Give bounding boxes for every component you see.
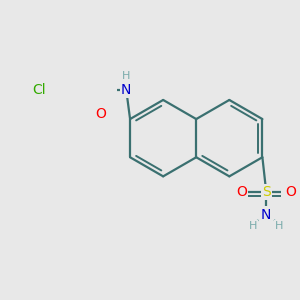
Text: O: O xyxy=(236,184,247,199)
Text: N: N xyxy=(121,83,131,97)
Text: S: S xyxy=(262,184,271,199)
Text: N: N xyxy=(261,208,272,222)
Text: Cl: Cl xyxy=(32,83,46,97)
Text: O: O xyxy=(96,107,106,122)
Text: H: H xyxy=(249,221,257,231)
Text: H: H xyxy=(275,221,284,231)
Text: H: H xyxy=(122,71,130,81)
Text: O: O xyxy=(285,184,296,199)
